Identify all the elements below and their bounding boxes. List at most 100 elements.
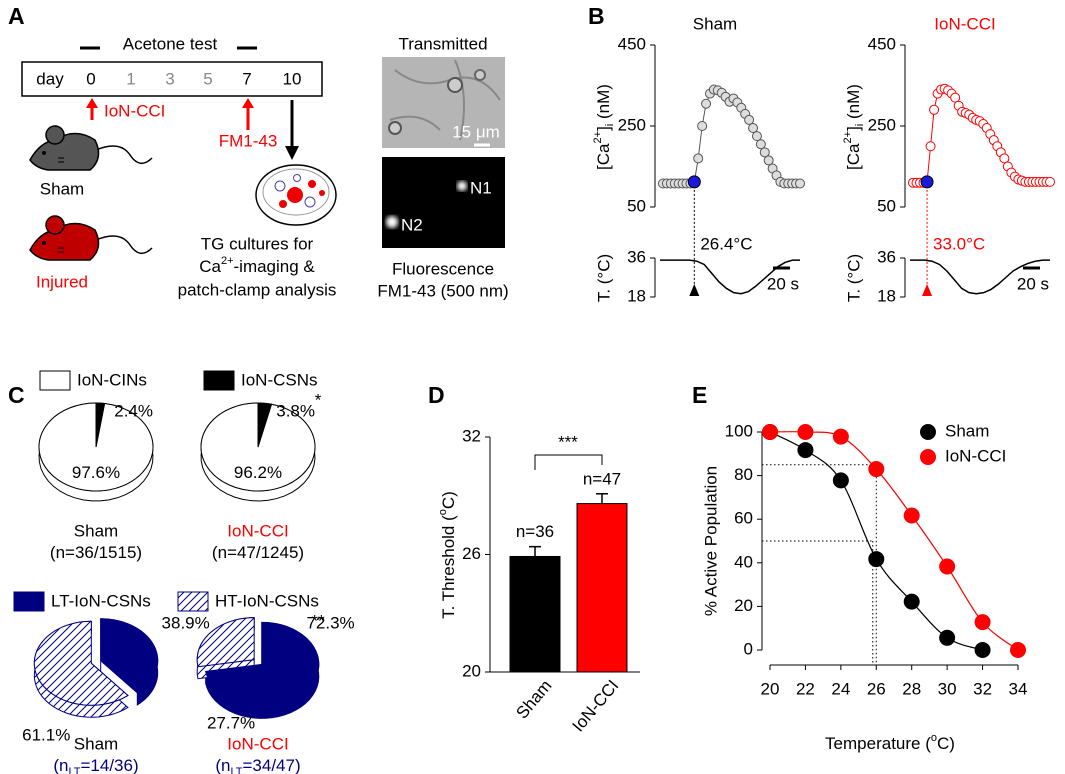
x-tick-label: IoN-CCI <box>568 676 622 735</box>
injury-label: IoN-CCI <box>104 101 165 120</box>
y-tick-label: 250 <box>618 115 646 134</box>
data-point <box>903 593 920 610</box>
day: 10 <box>283 69 302 88</box>
pie-subtitle-part: (n=47/1245) <box>212 543 304 562</box>
bar <box>509 555 561 673</box>
data-point <box>929 104 940 115</box>
eye <box>42 151 46 155</box>
data-point <box>1010 642 1026 658</box>
y-tick-label: 26 <box>462 544 481 563</box>
trace-title: Sham <box>693 14 737 33</box>
x-tick-label: 28 <box>902 679 921 698</box>
arrow-head <box>86 98 98 108</box>
y-tick-label: 50 <box>627 196 646 215</box>
y-tick-label: 100 <box>725 421 753 440</box>
value-label: 96.2% <box>234 463 282 482</box>
significance: *** <box>558 432 578 451</box>
x-axis-label-part: C) <box>937 734 955 753</box>
value-label: 2.4% <box>114 401 153 420</box>
y-axis-label-part: ] <box>844 126 863 131</box>
pie-subtitle: (nLT=34/47) <box>215 756 300 774</box>
x-tick-label: 26 <box>867 679 886 698</box>
time-scale-label: 20 s <box>767 274 799 293</box>
legend-marker <box>920 424 936 440</box>
significance: * <box>315 390 322 409</box>
stimulus-marker <box>689 284 700 296</box>
data-point <box>748 123 759 134</box>
temperature-line <box>910 259 1050 295</box>
ear <box>45 125 65 145</box>
x-axis-label-part: o <box>931 732 937 744</box>
pie-subtitle: (n=47/1245) <box>212 543 304 562</box>
x-axis-label: Temperature (oC) <box>825 732 955 754</box>
panel-label: E <box>692 382 707 408</box>
culture-text: Ca2+-imaging & <box>199 255 315 277</box>
data-point <box>974 614 991 631</box>
pie-subtitle: (n=36/1515) <box>50 543 142 562</box>
legend-label: IoN-CSNs <box>241 370 318 389</box>
soma <box>386 216 398 228</box>
scale-bar-label: 15 μm <box>452 122 500 141</box>
culture-text: TG cultures for <box>201 234 314 253</box>
data-point <box>925 141 936 152</box>
y-axis-label-part: i <box>604 124 616 126</box>
pie-slice <box>257 402 273 448</box>
significance: ** <box>311 611 325 630</box>
culture-text-part: Ca <box>199 257 221 276</box>
value-label: 72.3% <box>306 614 354 633</box>
y-axis-label-part: (nM) <box>594 84 613 124</box>
arrow-head <box>285 146 299 160</box>
data-point <box>751 131 762 142</box>
y-tick-label: 36 <box>877 247 896 266</box>
data-point <box>868 461 885 478</box>
timeline-box <box>21 61 323 97</box>
data-point <box>999 153 1010 164</box>
y-axis-label-part: (nM) <box>844 84 863 124</box>
panel-label: A <box>8 3 25 29</box>
x-axis-label-part: Temperature ( <box>825 734 931 753</box>
legend-label: IoN-CINs <box>77 370 147 389</box>
pie-title: Sham <box>74 734 118 753</box>
y-tick-label: 36 <box>627 247 646 266</box>
image-title: Fluorescence <box>392 259 494 278</box>
y-tick-label: 40 <box>734 552 753 571</box>
y-axis-label: [Ca2+]i (nM) <box>592 84 616 170</box>
cell <box>274 180 286 192</box>
legend-swatch <box>13 591 45 612</box>
y-tick-label: 20 <box>462 661 481 680</box>
cell <box>304 196 316 208</box>
transmitted-image <box>382 57 505 148</box>
pie-slice <box>95 402 106 448</box>
trace-line <box>913 88 1050 184</box>
data-point <box>795 178 805 189</box>
y-axis-label: % Active Population <box>701 466 720 616</box>
data-point <box>868 551 885 568</box>
y-axis-label-part: C) <box>439 491 458 509</box>
data-point <box>797 442 814 459</box>
y-axis-label: [Ca2+]i (nM) <box>842 84 866 170</box>
day: 1 <box>126 69 135 88</box>
data-point <box>701 98 712 109</box>
significance-bracket <box>534 454 603 470</box>
y-axis-label-part: i <box>854 124 866 126</box>
soma <box>447 77 463 93</box>
panel-label: C <box>8 382 25 408</box>
soma <box>474 69 486 81</box>
stimulus-point <box>920 175 934 189</box>
pie-subtitle-part: (n <box>53 756 68 774</box>
soma <box>388 121 402 135</box>
data-point <box>939 629 956 646</box>
y-axis-label-part: ] <box>594 126 613 131</box>
legend-label: LT-IoN-CSNs <box>51 591 151 610</box>
neuron-label: N2 <box>401 215 423 234</box>
data-point <box>832 472 849 489</box>
y-tick-label: 18 <box>877 286 896 305</box>
y-tick-label: 450 <box>868 34 896 53</box>
y-tick-label: 60 <box>734 509 753 528</box>
x-tick-label: 24 <box>831 679 850 698</box>
data-point <box>759 147 770 158</box>
tail <box>95 235 153 254</box>
fluorescence-image <box>382 157 505 248</box>
value-label: 27.7% <box>207 713 255 732</box>
value-label: 61.1% <box>22 725 70 744</box>
